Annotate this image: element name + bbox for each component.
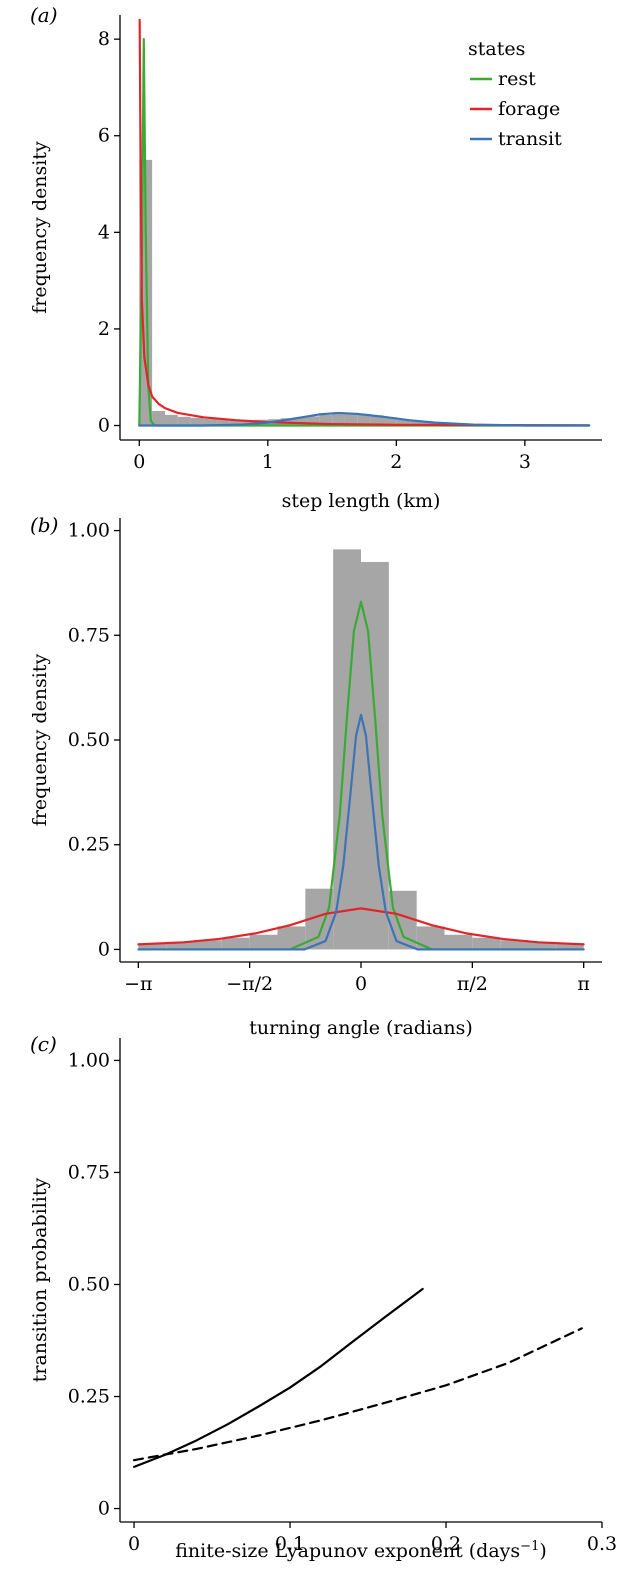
x-tick-label: π [577,973,590,995]
histogram-bar [319,414,333,426]
histogram-bar [164,414,178,426]
panel-b: (b) 0 0.25 0.50 0.75 1.00 −π −π/2 0 π/2 π turning a… [29,513,602,1039]
y-tick-label: 4 [98,221,110,243]
panel-label-a: (a) [30,3,58,27]
y-tick-label: 0.50 [68,1273,110,1295]
panel-a: (a) 0 2 4 6 8 0 1 2 3 step length (km) frequency de… [29,3,602,512]
y-tick-label: 0.50 [68,729,110,751]
series-line-dashed-c [132,1327,583,1462]
histogram-bar [190,417,204,426]
histogram-b [138,549,584,950]
histogram-bar [242,420,255,426]
y-tick-label: 0 [98,938,110,960]
y-axis-title-a: frequency density [29,141,51,314]
panel-label-c: (c) [30,1032,57,1056]
y-tick-label: 2 [98,318,110,340]
x-axis-title-a: step length (km) [282,490,441,512]
x-tick-label: −π/2 [226,973,273,995]
x-tick-label: 0.3 [587,1533,617,1555]
histogram-bar [383,417,397,426]
histogram-bar [332,413,345,426]
histogram-bar [500,940,529,950]
y-tick-label: 0.75 [68,1161,110,1183]
y-tick-label: 1.00 [68,520,110,542]
x-tick-label: 0 [133,451,145,473]
histogram-bar [221,937,250,950]
histogram-bar [216,419,230,426]
panel-label-b: (b) [30,513,58,537]
histogram-bar [277,926,306,950]
x-tick-label: 0 [355,973,367,995]
y-tick-label: 8 [98,28,110,50]
histogram-bar [344,412,358,426]
histogram-bar [229,419,243,426]
histogram-bar [249,934,278,950]
histogram-bar [416,926,445,950]
y-tick-label: 0 [98,415,110,437]
x-tick-label: 3 [519,451,531,473]
y-tick-label: 0 [98,1498,110,1520]
series-line-transit-b [137,713,585,951]
histogram-bar [357,413,371,426]
histogram-bar [444,934,473,950]
x-tick-label: 0.1 [275,1533,305,1555]
x-tick-label: 2 [390,451,402,473]
histogram-bar [396,419,410,426]
histogram-bar [293,417,307,426]
histogram-bar [555,943,584,950]
histogram-bar [193,940,222,950]
x-axis-title-c: finite-size Lyapunov exponent (days−1) [175,1539,547,1562]
y-axis-title-c: transition probability [29,1178,51,1383]
histogram-bar [138,943,167,950]
y-tick-label: 0.25 [68,834,110,856]
legend-label-rest: rest [498,68,536,90]
x-axis-title-b: turning angle (radians) [249,1017,473,1039]
legend-label-forage: forage [498,98,560,120]
series-line-rest-b [137,600,585,951]
legend-label-transit: transit [498,128,562,150]
y-tick-label: 1.00 [68,1049,110,1071]
histogram-bar [166,941,194,950]
x-tick-label: 0.2 [431,1533,461,1555]
series-line-forage-b [137,907,585,946]
y-tick-label: 0.75 [68,624,110,646]
histogram-bar [306,416,320,426]
panel-c: (c) 0 0.25 0.50 0.75 1.00 0 0.1 0.2 0.3 finite-siz… [29,1032,617,1562]
x-tick-label: 0 [128,1533,140,1555]
histogram-bar [333,549,361,950]
histogram-bar [177,416,191,426]
histogram-a [139,159,500,426]
series-line-solid-c [132,1287,424,1468]
y-tick-label: 0.25 [68,1386,110,1408]
legend: states rest forage transit [468,38,562,150]
histogram-bar [472,937,501,950]
series-line-transit-a [138,411,591,427]
x-tick-label: π/2 [457,973,488,995]
y-tick-label: 6 [98,125,110,147]
histogram-bar [152,411,165,426]
histogram-bar [203,418,217,426]
histogram-bar [370,415,384,426]
x-tick-label: −π [124,973,152,995]
y-axis-title-b: frequency density [29,653,51,826]
x-tick-label: 1 [262,451,274,473]
histogram-bar [361,561,389,950]
histogram-bar [409,420,423,426]
legend-title: states [468,38,525,60]
histogram-bar [528,941,556,950]
series-line-forage-a [138,18,591,427]
